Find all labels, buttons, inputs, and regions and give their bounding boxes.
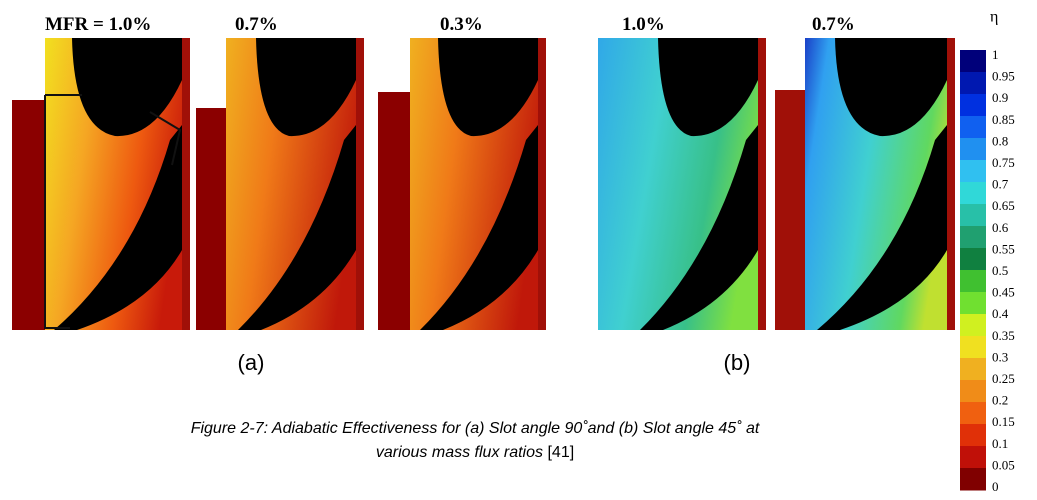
colorbar-segment <box>960 468 986 491</box>
colorbar-label: 0.85 <box>992 112 1015 127</box>
inlet-strip <box>196 108 226 330</box>
colorbar-label: 1 <box>992 47 999 62</box>
domain-outline <box>44 94 182 329</box>
caption-line: Figure 2-7: Adiabatic Effectiveness for … <box>191 420 760 437</box>
vane-top <box>256 38 356 137</box>
contour-panels: MFR = 1.0% 0.7% 0.3% 1.0% 0.7% <box>12 14 955 330</box>
colorbar-label: 0.35 <box>992 328 1015 343</box>
colorbar-segment <box>960 336 986 359</box>
colorbar-label: 0.65 <box>992 198 1015 213</box>
vane-bottom <box>238 125 356 330</box>
colorbar-label: 0.25 <box>992 371 1015 386</box>
colorbar-segment <box>960 248 986 271</box>
side-strip <box>758 38 766 330</box>
panel-label: 0.3% <box>440 14 483 35</box>
vane-bottom <box>54 125 182 330</box>
vane-top <box>835 38 947 137</box>
colorbar-segment <box>960 314 986 337</box>
colorbar-segment <box>960 116 986 139</box>
inlet-strip <box>12 100 45 330</box>
colorbar-label: 0.15 <box>992 414 1015 429</box>
inlet-strip <box>378 92 410 330</box>
vane-top <box>658 38 758 137</box>
colorbar-label: 0.5 <box>992 263 1008 278</box>
reference: [41] <box>547 444 574 461</box>
inlet-strip <box>775 90 805 330</box>
colorbar-segment <box>960 446 986 469</box>
colorbar-title: η <box>990 9 998 26</box>
colorbar-label: 0.3 <box>992 349 1008 364</box>
colorbar-segment <box>960 226 986 249</box>
colorbar-segment <box>960 204 986 227</box>
colorbar-label: 0.05 <box>992 457 1015 472</box>
colorbar-segment <box>960 424 986 447</box>
caption-line: various mass flux ratios [41] <box>376 444 574 461</box>
panel-label: 0.7% <box>812 14 855 35</box>
vane-top <box>438 38 538 137</box>
colorbar-segment <box>960 182 986 205</box>
side-strip <box>356 38 364 330</box>
colorbar-label: 0.9 <box>992 90 1008 105</box>
colorbar-segment <box>960 358 986 381</box>
vane-bottom <box>817 125 947 330</box>
colorbar-label: 0 <box>992 479 999 494</box>
caption-text: various mass flux ratios <box>376 444 543 461</box>
colorbar-segment <box>960 50 986 73</box>
colorbar-segment <box>960 292 986 315</box>
colorbar-label: 0.6 <box>992 220 1009 235</box>
colorbar-label: 0.2 <box>992 393 1008 408</box>
vane-top <box>72 38 182 137</box>
colorbar-label: 0.4 <box>992 306 1009 321</box>
colorbar: 1 0.95 0.9 0.85 0.8 0.75 0.7 0.65 0.6 0.55 0.5 0.45… <box>960 47 1015 494</box>
subfigure-label: (a) <box>238 350 265 375</box>
colorbar-segment <box>960 270 986 293</box>
panel-label: 1.0% <box>622 14 665 35</box>
colorbar-label: 0.45 <box>992 285 1015 300</box>
vane-bottom <box>420 125 538 330</box>
colorbar-label: 0.95 <box>992 69 1015 84</box>
colorbar-label: 0.55 <box>992 241 1015 256</box>
colorbar-label: 0.8 <box>992 133 1008 148</box>
panel-label: MFR = 1.0% <box>45 14 151 35</box>
colorbar-segment <box>960 72 986 95</box>
colorbar-segment <box>960 380 986 403</box>
colorbar-segment <box>960 138 986 161</box>
colorbar-label: 0.1 <box>992 436 1008 451</box>
side-strip <box>182 38 190 330</box>
colorbar-segment <box>960 94 986 117</box>
colorbar-label: 0.75 <box>992 155 1015 170</box>
panel-label: 0.7% <box>235 14 278 35</box>
side-strip <box>538 38 546 330</box>
vane-bottom <box>640 125 758 330</box>
side-strip <box>947 38 955 330</box>
colorbar-segment <box>960 160 986 183</box>
colorbar-segment <box>960 402 986 425</box>
colorbar-label: 0.7 <box>992 177 1009 192</box>
subfigure-label: (b) <box>724 350 751 375</box>
